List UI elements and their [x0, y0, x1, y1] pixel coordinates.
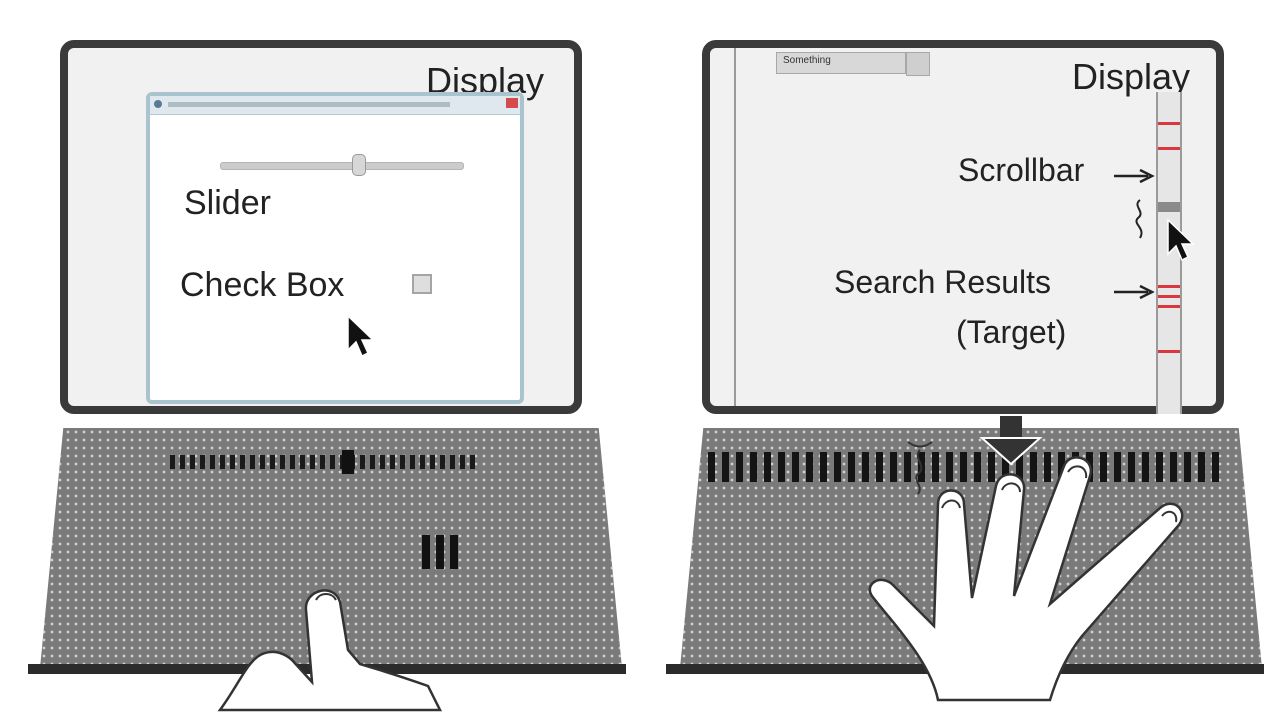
tab-end-button[interactable] — [906, 52, 930, 76]
scrollbar-thumb[interactable] — [1158, 202, 1180, 212]
right-display: Something Display Scrollbar Search Resul… — [702, 40, 1224, 414]
search-result-marker — [1158, 305, 1180, 308]
left-gutter-line — [734, 48, 736, 406]
search-result-marker — [1158, 285, 1180, 288]
scrollbar-marker — [1158, 147, 1180, 150]
left-display: Display Slider Check Box — [60, 40, 582, 414]
left-slider-thumb-pins — [342, 450, 354, 474]
window-titlebar — [150, 96, 520, 115]
hand-icon — [200, 570, 460, 710]
slider-track[interactable] — [220, 162, 464, 170]
scrollbar-marker — [1158, 122, 1180, 125]
target-annotation: (Target) — [956, 314, 1066, 351]
search-result-marker — [1158, 350, 1180, 353]
tab-something[interactable]: Something — [776, 52, 906, 74]
titlebar-bar — [168, 102, 450, 107]
left-slider-pins — [170, 455, 476, 469]
search-results-arrow-icon — [1114, 284, 1154, 300]
left-checkbox-pins — [422, 535, 458, 569]
vibration-icon — [900, 440, 940, 496]
checkbox[interactable] — [412, 274, 432, 294]
vibration-icon — [1130, 200, 1150, 240]
checkbox-label: Check Box — [180, 266, 344, 305]
mouse-cursor-icon — [346, 314, 376, 358]
scrollbar-arrow-icon — [1114, 168, 1154, 184]
app-window: Slider Check Box — [146, 92, 524, 404]
slider-thumb[interactable] — [352, 154, 366, 176]
slider-label: Slider — [184, 184, 271, 223]
search-results-annotation: Search Results — [834, 264, 1051, 301]
scrollbar-annotation: Scrollbar — [958, 152, 1084, 189]
mouse-cursor-icon — [1166, 218, 1196, 262]
close-icon[interactable] — [506, 98, 518, 108]
window-icon — [154, 100, 162, 108]
search-result-marker — [1158, 295, 1180, 298]
